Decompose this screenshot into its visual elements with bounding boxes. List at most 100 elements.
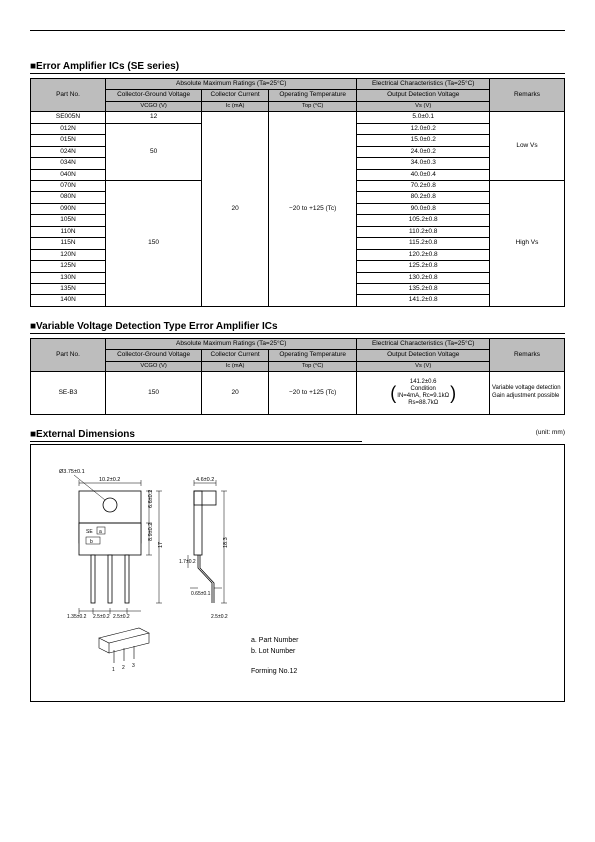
svg-text:a: a — [99, 529, 102, 535]
table-cell: 090N — [31, 203, 106, 214]
table-cell: 115N — [31, 238, 106, 249]
note-a: a. Part Number — [251, 635, 298, 646]
table-variable: Part No. Absolute Maximum Ratings (Ta=25… — [30, 338, 565, 415]
col-abs-max: Absolute Maximum Ratings (Ta=25°C) — [106, 338, 357, 349]
col-elec-char: Electrical Characteristics (Ta=25°C) — [357, 338, 490, 349]
section-a-title-text: Error Amplifier ICs (SE series) — [36, 61, 179, 72]
sub-cgv: VCGO (V) — [106, 101, 202, 112]
table-cell: 50 — [106, 123, 202, 180]
table-cell: 5.0±0.1 — [357, 112, 490, 123]
dim-25c: 2.5±0.2 — [211, 614, 228, 620]
sub-cc: Ic (mA) — [202, 101, 269, 112]
table-cell: 24.0±0.2 — [357, 146, 490, 157]
sub-odv: Vs (V) — [357, 101, 490, 112]
dim-body-h: 8.9±0.2 — [148, 523, 154, 541]
sub-cc: Ic (mA) — [202, 361, 269, 372]
table-cell: 015N — [31, 135, 106, 146]
diagram-notes: a. Part Number b. Lot Number Forming No.… — [251, 635, 298, 677]
unit-label: (unit: mm) — [536, 429, 565, 436]
col-elec-char: Electrical Characteristics (Ta=25°C) — [357, 79, 490, 90]
table-cell: 110N — [31, 226, 106, 237]
dimensions-diagram: SE a b Ø3.75±0. — [30, 444, 565, 702]
table-cell: Variable voltage detection Gain adjustme… — [490, 372, 565, 415]
table-cell: −20 to +125 (Tc) — [268, 372, 356, 415]
dim-total-h: 17 — [158, 542, 164, 548]
table-cell: 40.0±0.4 — [357, 169, 490, 180]
table-cell: 12.0±0.2 — [357, 123, 490, 134]
odv-cond1: Condition — [397, 386, 449, 393]
note-c: Forming No.12 — [251, 666, 298, 677]
table-se-series: Part No. Absolute Maximum Ratings (Ta=25… — [30, 78, 565, 307]
table-cell: 12 — [106, 112, 202, 123]
section-b-title-text: Variable Voltage Detection Type Error Am… — [36, 321, 278, 332]
dim-right-h: 18.3 — [223, 538, 229, 549]
dim-right-w: 4.6±0.2 — [196, 477, 214, 483]
dim-tab-h: 6.6±0.2 — [148, 490, 154, 508]
table-cell: 141.2±0.8 — [357, 295, 490, 306]
table-cell: 15.0±0.2 — [357, 135, 490, 146]
table-cell: 040N — [31, 169, 106, 180]
table-cell: 34.0±0.3 — [357, 158, 490, 169]
note-b: b. Lot Number — [251, 646, 298, 657]
table-cell: 135.2±0.8 — [357, 283, 490, 294]
col-abs-max: Absolute Maximum Ratings (Ta=25°C) — [106, 79, 357, 90]
odv-cond3: Rs=88.7kΩ — [397, 400, 449, 407]
dim-17: 1.7±0.2 — [179, 559, 196, 565]
remark-low: Low Vs — [490, 112, 565, 181]
table-cell: 080N — [31, 192, 106, 203]
sub-odv: Vs (V) — [357, 361, 490, 372]
sub-cgv: VCGO (V) — [106, 361, 202, 372]
dim-body-w: 10.2±0.2 — [99, 477, 120, 483]
dim-065: 0.65±0.1 — [191, 591, 211, 597]
table-cell: 070N — [31, 181, 106, 192]
table-cell: 110.2±0.8 — [357, 226, 490, 237]
remark-high: High Vs — [490, 181, 565, 307]
svg-text:b: b — [90, 539, 93, 545]
table-cell: 135N — [31, 283, 106, 294]
table-cell: 105N — [31, 215, 106, 226]
table-cell: 150 — [106, 372, 202, 415]
table-cell: 115.2±0.8 — [357, 238, 490, 249]
section-c-title: ■External Dimensions — [30, 429, 362, 442]
dim-25b: 2.5±0.2 — [113, 614, 130, 620]
table-cell: 034N — [31, 158, 106, 169]
lead-1: 1 — [112, 667, 115, 673]
table-cell: 125.2±0.8 — [357, 261, 490, 272]
table-cell: −20 to +125 (Tc) — [268, 112, 356, 306]
section-b-title: ■Variable Voltage Detection Type Error A… — [30, 321, 565, 334]
table-cell: 150 — [106, 181, 202, 307]
section-c-title-text: External Dimensions — [36, 429, 135, 440]
table-cell: 90.0±0.8 — [357, 203, 490, 214]
table-cell: SE-B3 — [31, 372, 106, 415]
remark2: Gain adjustment possible — [492, 393, 562, 401]
table-cell: 141.2±0.6 Condition IN=4mA, Rc=9.1kΩ Rs=… — [357, 372, 490, 415]
section-a-title: ■Error Amplifier ICs (SE series) — [30, 61, 565, 74]
col-odv: Output Detection Voltage — [357, 350, 490, 361]
lead-3: 3 — [132, 663, 135, 669]
col-remarks: Remarks — [490, 338, 565, 371]
odv-main: 141.2±0.6 — [359, 379, 487, 386]
col-cc: Collector Current — [202, 90, 269, 101]
odv-cond2: IN=4mA, Rc=9.1kΩ — [397, 393, 449, 400]
col-partno: Part No. — [31, 79, 106, 112]
table-cell: 70.2±0.8 — [357, 181, 490, 192]
table-cell: 012N — [31, 123, 106, 134]
sub-op: Top (°C) — [268, 101, 356, 112]
col-odv: Output Detection Voltage — [357, 90, 490, 101]
label-se: SE — [86, 529, 93, 535]
table-cell: 024N — [31, 146, 106, 157]
table-cell: 140N — [31, 295, 106, 306]
col-op: Operating Temperature — [268, 90, 356, 101]
table-cell: 20 — [202, 112, 269, 306]
table-cell: 120N — [31, 249, 106, 260]
col-partno: Part No. — [31, 338, 106, 371]
lead-2: 2 — [122, 665, 125, 671]
table-cell: 120.2±0.8 — [357, 249, 490, 260]
table-cell: 20 — [202, 372, 269, 415]
table-cell: 80.2±0.8 — [357, 192, 490, 203]
col-cgv: Collector-Ground Voltage — [106, 90, 202, 101]
col-op: Operating Temperature — [268, 350, 356, 361]
table-cell: 105.2±0.8 — [357, 215, 490, 226]
remark1: Variable voltage detection — [492, 385, 562, 393]
dim-25a: 2.5±0.2 — [93, 614, 110, 620]
